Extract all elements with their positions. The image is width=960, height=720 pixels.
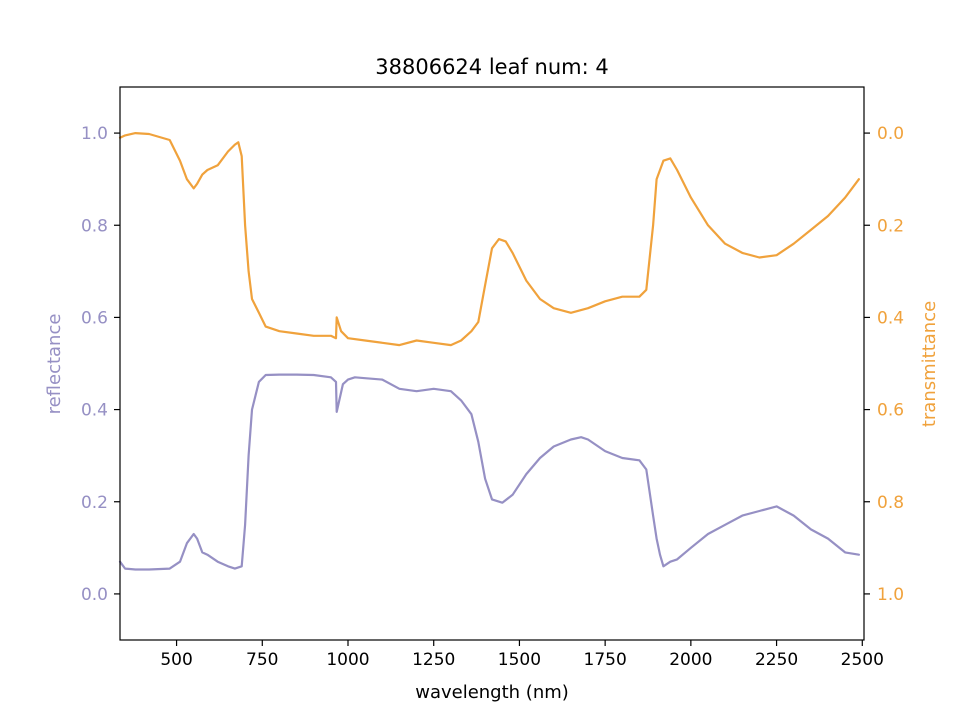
x-tick-label: 1250 [412,650,455,670]
x-axis: 500 750 1000 1250 1500 1750 2000 2250 2500 [160,640,884,670]
x-tick-label: 750 [246,650,278,670]
series-layer [118,132,861,571]
y-axis-right: 0.0 0.2 0.4 0.6 0.8 1.0 [864,124,904,605]
x-tick-label: 2000 [669,650,712,670]
reflectance-line [118,373,861,571]
y-left-tick-label: 0.2 [81,493,108,513]
x-tick-label: 2250 [755,650,798,670]
y-left-tick-label: 0.6 [81,308,108,328]
y-axis-left: 0.0 0.2 0.4 0.6 0.8 1.0 [81,124,120,605]
x-tick-label: 1500 [498,650,541,670]
y-axis-label-left: reflectance [44,314,65,415]
x-tick-label: 1000 [326,650,369,670]
y-right-tick-label: 0.2 [877,216,904,236]
y-right-tick-label: 0.0 [877,124,904,144]
y-left-tick-label: 0.0 [81,585,108,605]
x-tick-label: 500 [160,650,192,670]
x-tick-label: 2500 [841,650,884,670]
x-axis-label: wavelength (nm) [415,682,569,703]
y-right-tick-label: 0.8 [877,493,904,513]
transmittance-line [118,132,861,347]
y-right-tick-label: 0.4 [877,308,904,328]
plot-frame [119,86,865,641]
y-left-tick-label: 0.4 [81,401,108,421]
chart-title: 38806624 leaf num: 4 [375,55,608,79]
y-right-tick-label: 0.6 [877,401,904,421]
y-axis-label-right: transmittance [919,301,940,427]
y-left-tick-label: 1.0 [81,124,108,144]
y-right-tick-label: 1.0 [877,585,904,605]
x-tick-label: 1750 [584,650,627,670]
y-left-tick-label: 0.8 [81,216,108,236]
